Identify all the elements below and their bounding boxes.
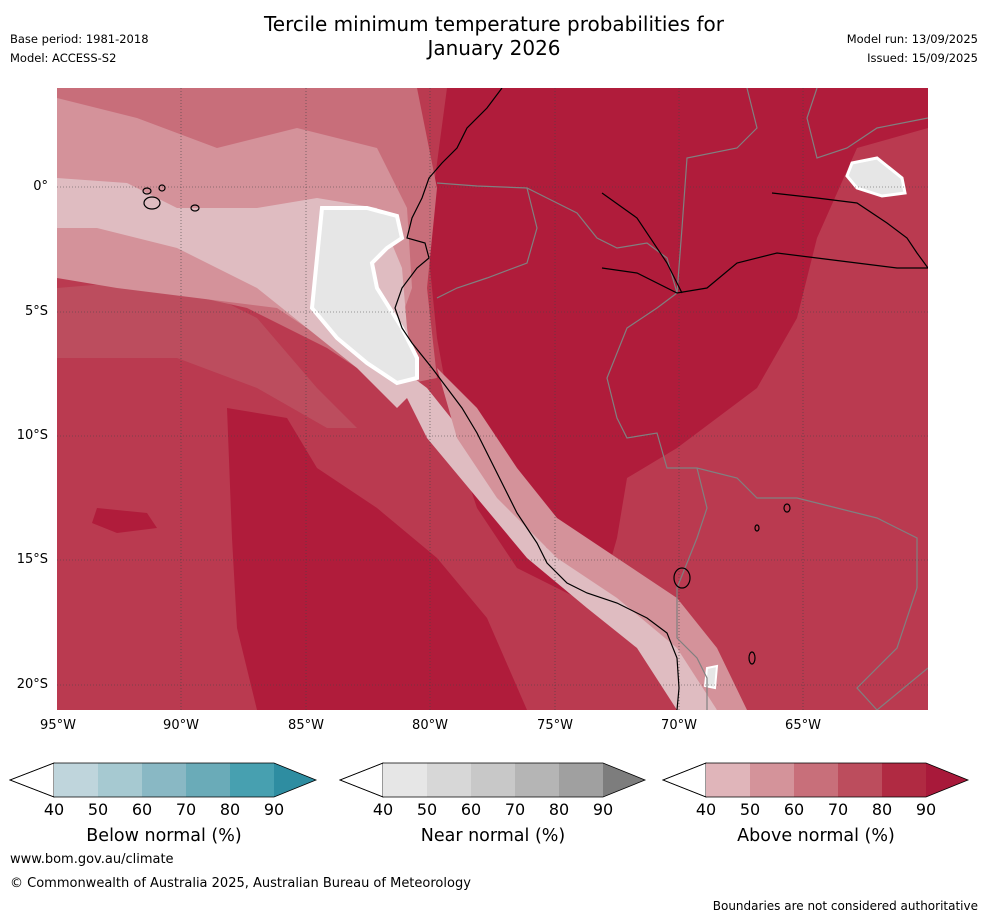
near-swatch-70 [515,763,559,797]
coastline [142,88,928,710]
zone-above-50-coastal [437,368,747,710]
above-tick-40: 40 [695,800,717,819]
zone-near-normal-ne [845,156,907,198]
above-swatch-40 [706,763,750,797]
near-tick-90: 90 [592,800,614,819]
above-normal-label: Above normal (%) [737,826,895,846]
issued-text: Issued: 15/09/2025 [867,51,978,65]
footer-copyright: © Commonwealth of Australia 2025, Austra… [10,876,471,891]
map-title-line1: Tercile minimum temperature probabilitie… [263,12,725,36]
base-period-text: Base period: 1981-2018 [10,32,149,46]
above-swatch-90 [926,763,968,797]
above-swatch-80 [882,763,926,797]
below-tick-70: 70 [175,800,197,819]
near-swatch-80 [559,763,603,797]
zone-near-normal-peru [309,206,419,386]
lon-tick-65w: 65°W [785,718,821,733]
lat-tick-10s: 10°S [16,428,48,443]
lon-tick-70w: 70°W [661,718,697,733]
lon-tick-85w: 85°W [288,718,324,733]
lon-tick-95w: 95°W [40,718,76,733]
above-tick-70: 70 [827,800,849,819]
above-tick-50: 50 [739,800,761,819]
near-tick-50: 50 [416,800,438,819]
model-text: Model: ACCESS-S2 [10,51,117,65]
near-swatch-60 [471,763,515,797]
footer-disclaimer: Boundaries are not considered authoritat… [712,899,978,913]
meta-right: Model run: 13/09/2025 Issued: 15/09/2025 [847,30,978,68]
lat-tick-5s: 5°S [24,304,48,319]
zone-above-90-ocean-small [92,508,157,533]
below-tick-60: 60 [131,800,153,819]
colorbar-below-normal [8,762,318,798]
near-swatch-90 [603,763,645,797]
zone-near-normal-south [703,664,719,690]
colorbars-svg [8,762,970,798]
below-swatch-90 [274,763,316,797]
below-swatch-40 [54,763,98,797]
country-borders [436,88,928,710]
above-tick-80: 80 [871,800,893,819]
lon-tick-75w: 75°W [537,718,573,733]
colorbar-near-normal [338,762,647,798]
above-swatch-50 [750,763,794,797]
above-tick-90: 90 [915,800,937,819]
map-title: Tercile minimum temperature probabilitie… [0,12,988,60]
near-swatch-50 [427,763,471,797]
lat-tick-20s: 20°S [16,677,48,692]
below-swatch-60 [142,763,186,797]
lon-tick-80w: 80°W [412,718,448,733]
map-canvas [57,88,928,710]
near-tick-80: 80 [548,800,570,819]
below-swatch-80 [230,763,274,797]
below-tick-90: 90 [263,800,285,819]
below-swatch-70 [186,763,230,797]
below-normal-label: Below normal (%) [86,826,242,846]
near-tick-70: 70 [504,800,526,819]
above-tick-60: 60 [783,800,805,819]
meta-left: Base period: 1981-2018 Model: ACCESS-S2 [10,30,149,68]
lon-tick-90w: 90°W [163,718,199,733]
near-tick-60: 60 [460,800,482,819]
below-tick-80: 80 [219,800,241,819]
near-swatch-40 [383,763,427,797]
below-tick-40: 40 [43,800,65,819]
lat-tick-0: 0° [33,179,48,194]
lat-tick-15s: 15°S [16,552,48,567]
zone-above-90-ocean [227,408,527,710]
footer-url: www.bom.gov.au/climate [10,852,174,867]
below-swatch-50 [98,763,142,797]
map-title-line2: January 2026 [427,36,561,60]
above-swatch-70 [838,763,882,797]
near-normal-label: Near normal (%) [420,826,566,846]
model-run-text: Model run: 13/09/2025 [846,32,978,46]
probability-map [57,88,928,710]
zone-above-70-ocean [57,278,357,428]
above-swatch-60 [794,763,838,797]
near-tick-40: 40 [372,800,394,819]
colorbar-above-normal [661,762,970,798]
below-tick-50: 50 [87,800,109,819]
